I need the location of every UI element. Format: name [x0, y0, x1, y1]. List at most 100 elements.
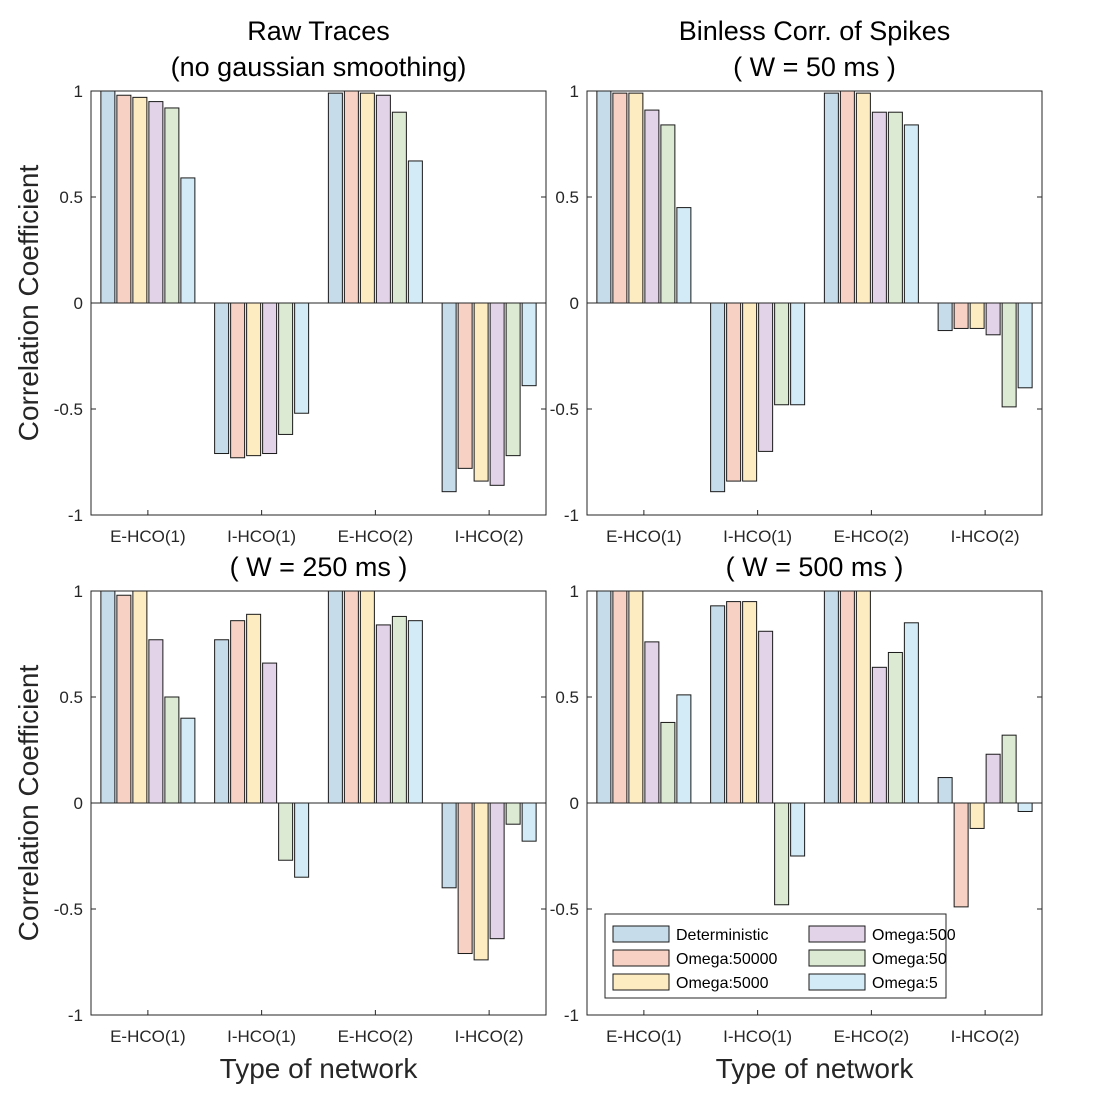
x-tick-label: I-HCO(2): [455, 1027, 524, 1046]
bar-omega-500-i-hco-1-: [262, 302, 278, 455]
legend-swatch: [808, 973, 866, 991]
chart-title: ( W = 500 ms ): [726, 552, 904, 582]
chart-title: Binless Corr. of Spikes: [679, 16, 951, 46]
bar-omega-50-i-hco-1-: [278, 302, 294, 435]
bar-deterministic-e-hco-1-: [100, 91, 116, 304]
x-tick-label: I-HCO(1): [227, 527, 296, 546]
bar-deterministic-i-hco-2-: [937, 777, 953, 804]
bar-deterministic-e-hco-2-: [327, 92, 343, 304]
chart-title: ( W = 250 ms ): [230, 552, 408, 582]
x-tick-label: E-HCO(2): [834, 527, 910, 546]
bar-omega-5000-i-hco-2-: [969, 302, 985, 329]
bar-omega-500-i-hco-1-: [758, 302, 774, 452]
bar-omega-500-e-hco-1-: [148, 101, 164, 304]
bar-omega-5000-e-hco-1-: [628, 591, 644, 804]
bar-deterministic-i-hco-2-: [937, 302, 953, 332]
bar-deterministic-e-hco-2-: [327, 591, 343, 804]
y-tick-label: 0: [570, 294, 579, 313]
bar-omega-50000-i-hco-2-: [953, 802, 969, 908]
bar-omega-50000-e-hco-1-: [116, 94, 132, 304]
x-tick-label: E-HCO(2): [338, 1027, 414, 1046]
y-tick-label: -0.5: [550, 400, 579, 419]
x-tick-label: E-HCO(1): [110, 527, 186, 546]
x-tick-label: E-HCO(1): [606, 527, 682, 546]
bar-omega-50-i-hco-2-: [505, 302, 521, 457]
bar-omega-50000-i-hco-2-: [457, 802, 473, 955]
y-tick-label: 0.5: [59, 188, 83, 207]
chart-title: (no gaussian smoothing): [171, 52, 467, 82]
bar-deterministic-i-hco-1-: [214, 639, 230, 804]
bar-omega-5000-e-hco-1-: [132, 96, 148, 304]
legend-label: Omega:5: [872, 975, 938, 992]
bar-deterministic-i-hco-1-: [710, 605, 726, 804]
legend-label: Omega:500: [872, 927, 956, 944]
bar-omega-5000-e-hco-2-: [359, 591, 375, 804]
y-tick-label: 0.5: [555, 188, 579, 207]
y-tick-label: 0.5: [59, 688, 83, 707]
legend-label: Omega:50: [872, 951, 947, 968]
bar-omega-50000-i-hco-1-: [230, 620, 246, 804]
bar-omega-5000-e-hco-2-: [855, 92, 871, 304]
bar-deterministic-e-hco-1-: [100, 591, 116, 804]
bar-omega-50000-i-hco-2-: [457, 302, 473, 469]
bar-omega-50000-e-hco-2-: [839, 591, 855, 804]
legend-swatch: [808, 949, 866, 967]
y-tick-label: -0.5: [54, 400, 83, 419]
x-tick-label: E-HCO(1): [606, 1027, 682, 1046]
legend-swatch: [808, 925, 866, 943]
x-tick-label: E-HCO(2): [834, 1027, 910, 1046]
bar-omega-5000-i-hco-1-: [742, 302, 758, 482]
x-tick-label: E-HCO(1): [110, 1027, 186, 1046]
x-tick-label: I-HCO(2): [951, 1027, 1020, 1046]
bar-omega-50000-i-hco-1-: [726, 302, 742, 482]
chart-panel-1: 1 0.5 0 -0.5 -1 E-HCO(1) I-HCO(1) E-HCO(2) I-HCO…: [13, 16, 547, 546]
bar-omega-50000-i-hco-1-: [726, 601, 742, 804]
bar-omega-50000-e-hco-2-: [839, 91, 855, 304]
bars: [596, 91, 1033, 493]
bar-omega-50-i-hco-2-: [1001, 734, 1017, 804]
legend-swatch: [612, 925, 670, 943]
bar-omega-50-e-hco-1-: [660, 124, 676, 304]
y-tick-label: -1: [68, 506, 83, 525]
bar-omega-5000-e-hco-1-: [132, 591, 148, 804]
bar-omega-500-e-hco-2-: [871, 666, 887, 804]
legend-swatch: [612, 973, 670, 991]
x-tick-label: I-HCO(2): [951, 527, 1020, 546]
bar-omega-50000-e-hco-1-: [612, 591, 628, 804]
bar-omega-5-i-hco-1-: [294, 802, 310, 878]
y-tick-label: -0.5: [54, 900, 83, 919]
bar-omega-50000-e-hco-1-: [116, 594, 132, 804]
bar-deterministic-e-hco-1-: [596, 91, 612, 304]
chart-panel-4: 1 0.5 0 -0.5 -1 E-HCO(1) I-HCO(1) E-HCO(2) I-HCO…: [550, 552, 1043, 1084]
bar-omega-50-e-hco-2-: [391, 615, 407, 804]
bar-deterministic-i-hco-2-: [441, 302, 457, 493]
y-tick-label: 1: [570, 582, 579, 601]
y-tick-label: 0: [74, 794, 83, 813]
bar-omega-500-e-hco-1-: [644, 109, 660, 304]
x-axis-label: Type of network: [220, 1053, 419, 1084]
bar-omega-500-i-hco-2-: [985, 753, 1001, 804]
y-tick-label: 1: [74, 82, 83, 101]
bar-omega-50000-e-hco-2-: [343, 591, 359, 804]
bar-deterministic-i-hco-2-: [441, 802, 457, 889]
bar-omega-50-e-hco-1-: [164, 107, 180, 304]
y-tick-label: -0.5: [550, 900, 579, 919]
bar-omega-500-e-hco-2-: [375, 94, 391, 304]
y-tick-label: 0: [74, 294, 83, 313]
bar-omega-500-e-hco-1-: [644, 641, 660, 804]
bar-omega-5-i-hco-1-: [790, 802, 806, 857]
bar-omega-5-i-hco-2-: [1017, 302, 1033, 389]
y-tick-label: 0: [570, 794, 579, 813]
bar-omega-50000-i-hco-2-: [953, 302, 969, 329]
bar-omega-5000-i-hco-1-: [246, 613, 262, 804]
x-tick-label: I-HCO(2): [455, 527, 524, 546]
bar-omega-5-e-hco-1-: [676, 207, 692, 304]
bar-omega-5000-i-hco-2-: [473, 802, 489, 961]
bars: [596, 591, 1033, 908]
bar-omega-5-i-hco-2-: [521, 302, 537, 387]
y-tick-label: 0.5: [555, 688, 579, 707]
bar-omega-5-e-hco-2-: [903, 622, 919, 804]
bar-omega-5000-i-hco-1-: [742, 601, 758, 804]
bar-omega-5-e-hco-1-: [180, 717, 196, 804]
bar-omega-5-e-hco-2-: [407, 620, 423, 804]
